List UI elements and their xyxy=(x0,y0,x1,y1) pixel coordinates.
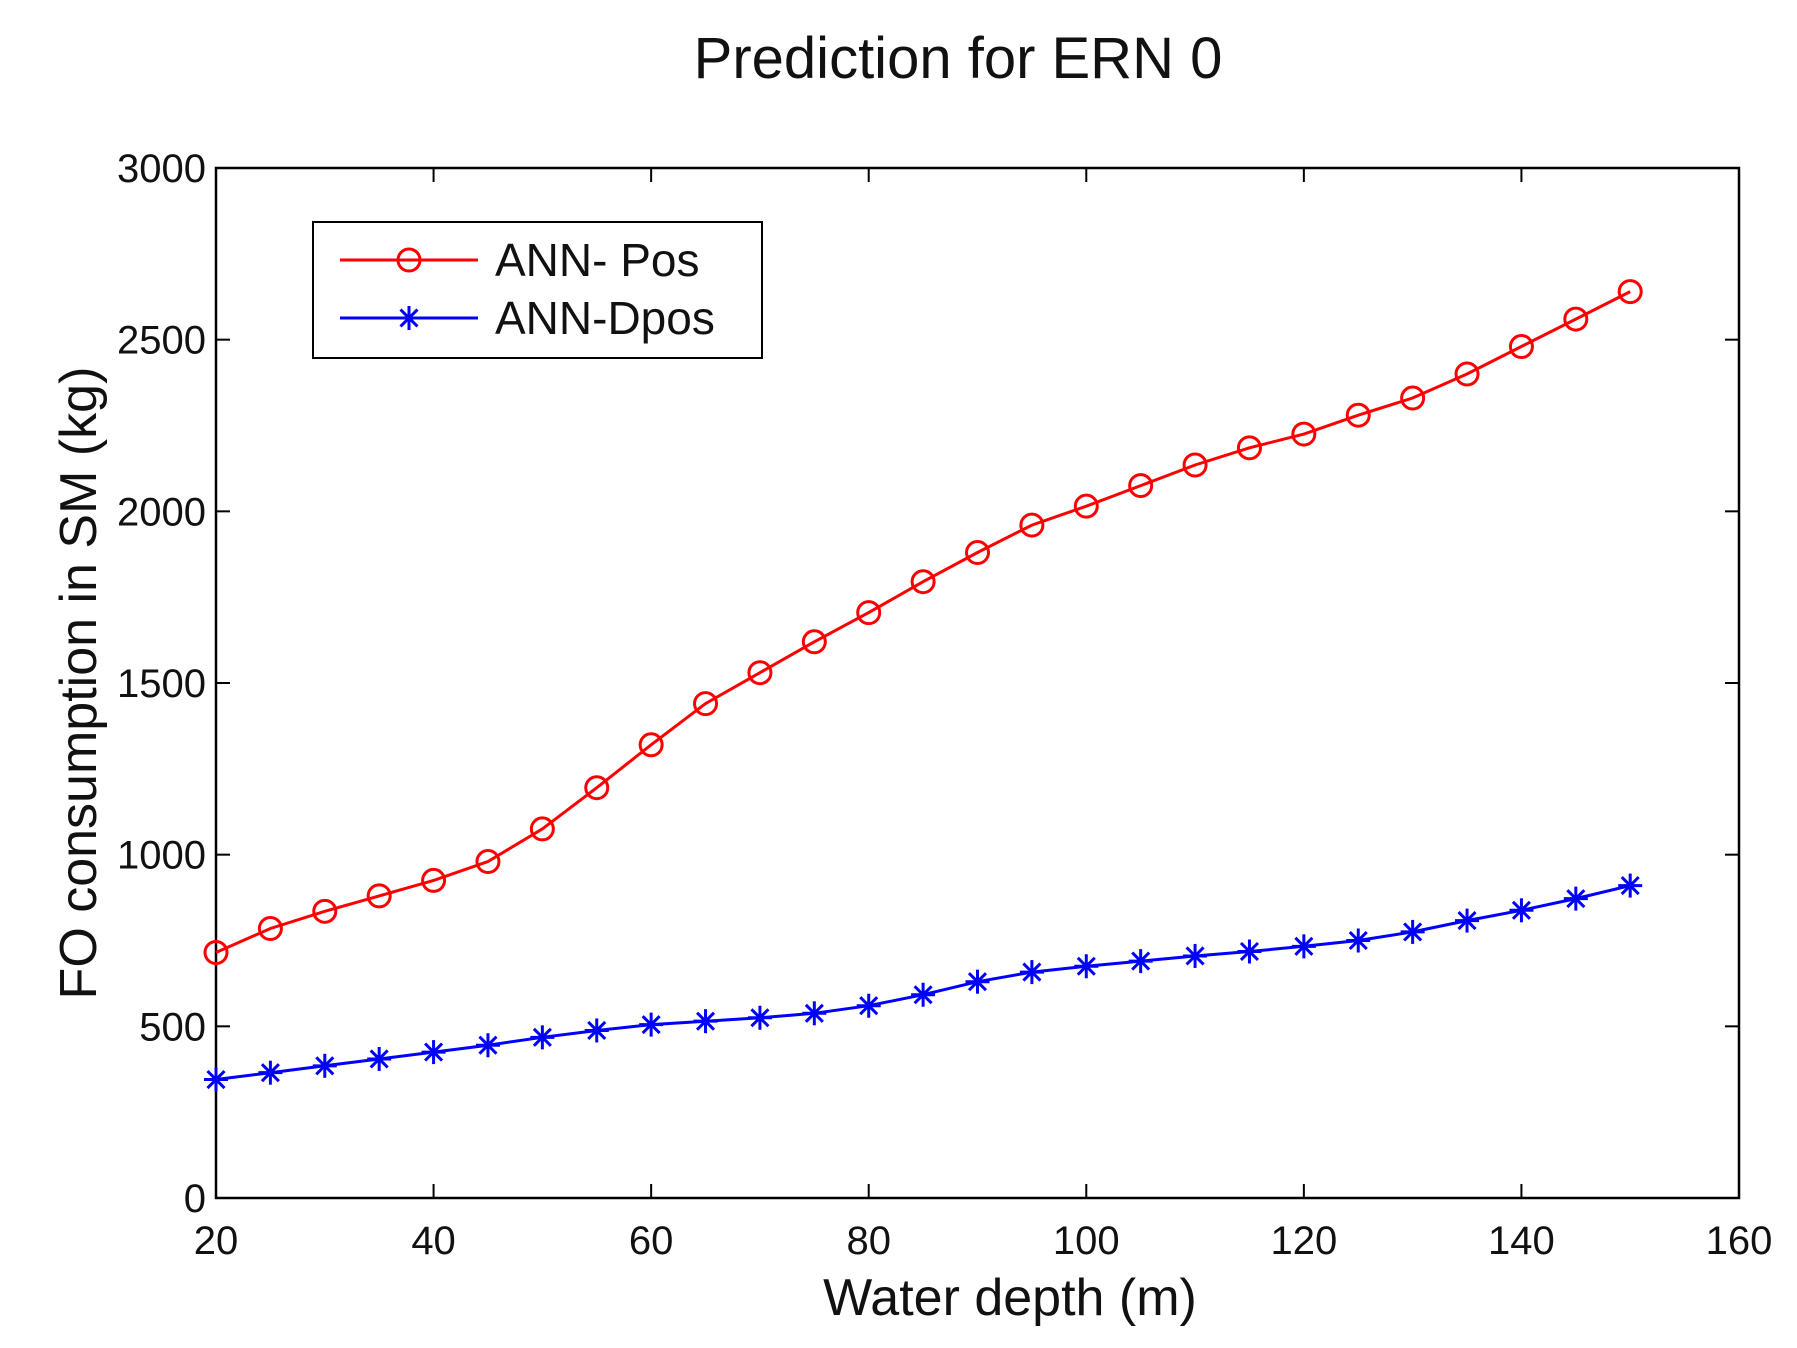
data-point-series-2 xyxy=(1400,919,1425,944)
data-point-series-1 xyxy=(203,940,229,966)
series-line-1 xyxy=(215,290,1631,954)
data-point-series-1 xyxy=(910,569,936,595)
data-point-series-1 xyxy=(475,849,501,875)
data-point-series-1 xyxy=(1073,493,1099,519)
data-point-series-2 xyxy=(747,1005,772,1030)
data-point-series-2 xyxy=(1128,949,1153,974)
x-tick-label: 40 xyxy=(411,1219,456,1263)
data-point-series-2 xyxy=(1346,928,1371,953)
data-point-series-2 xyxy=(204,1067,228,1092)
data-point-series-2 xyxy=(1237,939,1262,964)
data-point-series-2 xyxy=(1509,898,1534,923)
data-point-series-2 xyxy=(421,1040,446,1065)
data-point-series-2 xyxy=(1019,960,1044,985)
data-point-series-1 xyxy=(584,775,610,801)
data-point-series-1 xyxy=(312,898,338,924)
data-point-series-1 xyxy=(366,883,392,909)
legend-marker-2 xyxy=(397,306,421,330)
y-tick-label: 2500 xyxy=(117,319,206,363)
series-layer xyxy=(203,279,1643,1092)
data-point-series-1 xyxy=(1291,421,1317,447)
data-point-series-2 xyxy=(965,969,990,994)
data-point-series-1 xyxy=(1617,279,1643,305)
data-point-series-2 xyxy=(584,1018,609,1043)
data-point-series-2 xyxy=(367,1046,392,1071)
data-point-series-2 xyxy=(911,982,936,1007)
data-point-series-1 xyxy=(1400,385,1426,411)
data-point-series-1 xyxy=(421,867,447,893)
data-point-series-1 xyxy=(1345,402,1371,428)
data-point-series-1 xyxy=(1019,512,1045,538)
x-tick-label: 20 xyxy=(194,1219,239,1263)
data-point-series-2 xyxy=(1183,943,1208,968)
data-point-series-1 xyxy=(1508,334,1534,360)
data-point-series-2 xyxy=(693,1009,718,1034)
data-point-series-1 xyxy=(1128,473,1154,499)
data-point-series-2 xyxy=(1618,873,1643,898)
data-point-series-1 xyxy=(529,816,555,842)
chart-title: Prediction for ERN 0 xyxy=(694,26,1223,91)
data-point-series-1 xyxy=(1182,452,1208,478)
data-point-series-2 xyxy=(802,1001,827,1026)
data-point-series-1 xyxy=(638,732,664,758)
data-point-series-2 xyxy=(312,1053,337,1078)
data-point-series-1 xyxy=(693,691,719,717)
data-point-series-1 xyxy=(1454,361,1480,387)
x-tick-label: 100 xyxy=(1053,1219,1120,1263)
y-tick-label: 1000 xyxy=(117,834,206,878)
data-point-series-2 xyxy=(639,1012,664,1037)
y-tick-label: 0 xyxy=(184,1177,206,1221)
y-tick-label: 3000 xyxy=(117,147,206,191)
legend-label-2: ANN-Dpos xyxy=(495,292,715,344)
data-point-series-2 xyxy=(856,993,881,1018)
data-point-series-2 xyxy=(1455,908,1480,933)
legend-marker-1 xyxy=(396,247,422,273)
y-axis-label: FO consumption in SM (kg) xyxy=(50,367,108,1000)
data-point-series-2 xyxy=(475,1033,500,1058)
data-point-series-1 xyxy=(257,915,283,941)
data-point-series-2 xyxy=(530,1025,555,1050)
data-point-series-2 xyxy=(1291,934,1316,959)
legend-box xyxy=(312,221,763,359)
data-point-series-1 xyxy=(801,629,827,655)
x-tick-label: 80 xyxy=(846,1219,891,1263)
data-point-series-2 xyxy=(258,1060,283,1085)
x-tick-label: 160 xyxy=(1706,1219,1773,1263)
data-point-series-1 xyxy=(1563,306,1589,332)
data-point-series-1 xyxy=(856,600,882,626)
legend-label-1: ANN- Pos xyxy=(495,234,699,286)
y-tick-label: 500 xyxy=(139,1005,206,1049)
legend: ANN- Pos ANN-Dpos xyxy=(312,221,763,359)
x-axis-label: Water depth (m) xyxy=(823,1269,1197,1327)
data-point-series-1 xyxy=(965,540,990,566)
y-tick-label: 2000 xyxy=(117,490,206,534)
data-point-series-2 xyxy=(1074,954,1099,979)
axis-ticks: 20 40 60 80 100 120 140 160 0 500 1000 1500 2000 2500… xyxy=(117,147,1772,1263)
data-point-series-1 xyxy=(747,660,773,686)
x-tick-label: 60 xyxy=(629,1219,674,1263)
y-tick-label: 1500 xyxy=(117,662,206,706)
data-point-series-1 xyxy=(1236,435,1262,461)
x-tick-label: 140 xyxy=(1488,1219,1555,1263)
x-tick-label: 120 xyxy=(1270,1219,1337,1263)
data-point-series-2 xyxy=(1563,886,1588,911)
